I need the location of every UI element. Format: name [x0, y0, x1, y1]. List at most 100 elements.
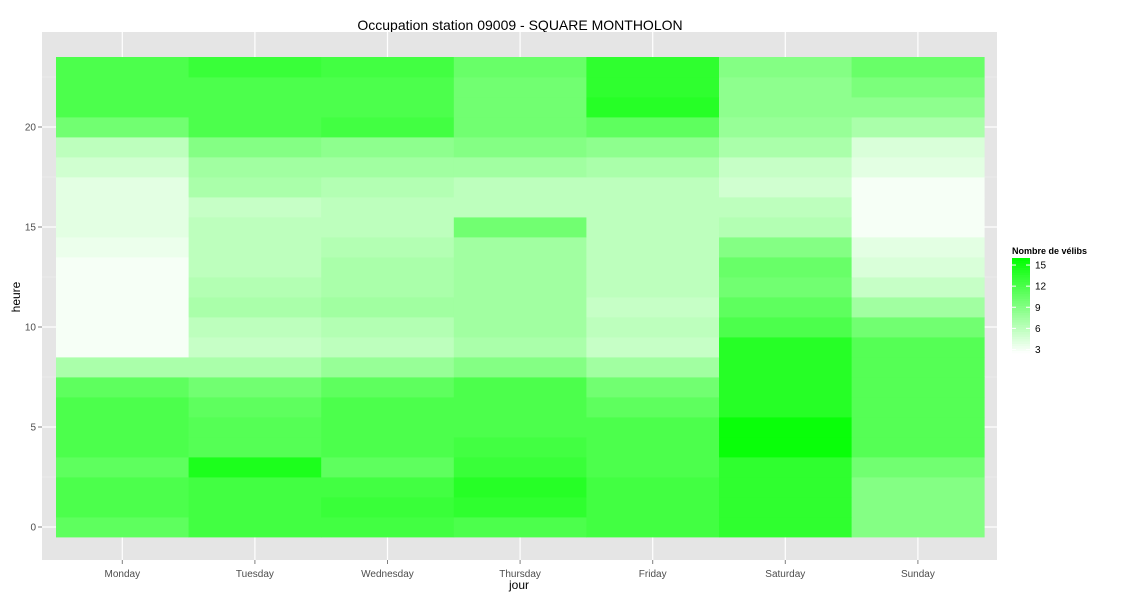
legend-color-step	[1012, 281, 1030, 285]
heatmap-tile	[453, 197, 587, 218]
heatmap-tile	[56, 57, 189, 78]
heatmap-tile	[851, 457, 985, 478]
heatmap-tile	[56, 357, 189, 378]
heatmap-tile	[719, 197, 852, 218]
heatmap-tile	[719, 257, 852, 278]
heatmap-tile	[453, 397, 587, 418]
legend-color-step	[1012, 260, 1030, 264]
heatmap-tile	[188, 177, 322, 198]
heatmap-tile	[321, 357, 455, 378]
heatmap-tile	[586, 377, 720, 398]
heatmap-tile	[56, 137, 189, 158]
heatmap-tile	[188, 517, 322, 538]
heatmap-tile	[586, 337, 720, 358]
legend-color-step	[1012, 269, 1030, 273]
heatmap-tile	[453, 237, 587, 258]
heatmap-tile	[56, 417, 189, 438]
heatmap-tile	[586, 157, 720, 178]
heatmap-tile	[586, 57, 720, 78]
heatmap-tile	[321, 477, 455, 498]
legend-color-step	[1012, 277, 1030, 280]
heatmap-tile	[851, 217, 985, 238]
legend-color-step	[1012, 317, 1030, 321]
heatmap-tile	[453, 117, 587, 138]
heatmap-tile	[719, 57, 852, 78]
heatmap-tile	[321, 337, 455, 358]
heatmap-tile	[188, 497, 322, 518]
x-tick-label: Monday	[105, 569, 141, 580]
heatmap-tile	[851, 497, 985, 518]
heatmap-tile	[719, 77, 852, 98]
x-tick-label: Wednesday	[361, 569, 414, 580]
heatmap-tiles	[56, 57, 985, 538]
y-tick-label: 20	[25, 123, 37, 134]
heatmap-tile	[851, 357, 985, 378]
heatmap-tile	[321, 517, 455, 538]
heatmap-tile	[188, 77, 322, 98]
x-tick-label: Thursday	[499, 569, 541, 580]
heatmap-tile	[719, 177, 852, 198]
x-tick-label: Tuesday	[236, 569, 274, 580]
heatmap-tile	[453, 497, 587, 518]
heatmap-tile	[321, 377, 455, 398]
y-tick-label: 5	[30, 423, 36, 434]
legend-color-step	[1012, 284, 1030, 287]
heatmap-tile	[719, 157, 852, 178]
legend-color-step	[1012, 307, 1030, 311]
heatmap-tile	[719, 357, 852, 378]
heatmap-tile	[56, 237, 189, 258]
heatmap-tile	[453, 297, 587, 318]
heatmap-tile	[586, 77, 720, 98]
legend-color-step	[1012, 322, 1030, 325]
heatmap-tile	[56, 77, 189, 98]
heatmap-tile	[56, 317, 189, 338]
heatmap-tile	[453, 97, 587, 118]
heatmap-tile	[586, 137, 720, 158]
heatmap-tile	[321, 117, 455, 138]
heatmap-tile	[851, 257, 985, 278]
heatmap-tile	[586, 97, 720, 118]
heatmap-tile	[188, 137, 322, 158]
heatmap-tile	[586, 297, 720, 318]
heatmap-tile	[56, 197, 189, 218]
heatmap-tile	[851, 197, 985, 218]
heatmap-tile	[56, 97, 189, 118]
legend-color-step	[1012, 331, 1030, 335]
heatmap-tile	[56, 337, 189, 358]
heatmap-tile	[56, 277, 189, 298]
heatmap-tile	[851, 177, 985, 198]
heatmap-tile	[188, 317, 322, 338]
heatmap-tile	[719, 217, 852, 238]
heatmap-tile	[188, 477, 322, 498]
legend-color-step	[1012, 338, 1030, 342]
heatmap-tile	[321, 277, 455, 298]
y-tick-label: 10	[25, 323, 37, 334]
legend-color-step	[1012, 272, 1030, 276]
heatmap-tile	[453, 217, 587, 238]
legend-color-step	[1012, 350, 1030, 354]
heatmap-tile	[453, 357, 587, 378]
legend-color-step	[1012, 291, 1030, 295]
heatmap-tile	[321, 257, 455, 278]
heatmap-tile	[851, 277, 985, 298]
heatmap-tile	[719, 437, 852, 458]
legend-color-step	[1012, 300, 1030, 304]
legend-color-step	[1012, 310, 1030, 314]
heatmap-tile	[321, 237, 455, 258]
heatmap-tile	[188, 237, 322, 258]
heatmap-tile	[586, 237, 720, 258]
heatmap-tile	[188, 417, 322, 438]
heatmap-tile	[586, 457, 720, 478]
legend-tick-label: 6	[1035, 324, 1041, 335]
heatmap-tile	[321, 197, 455, 218]
heatmap-tile	[321, 297, 455, 318]
y-axis-title: heure	[9, 281, 23, 312]
heatmap-tile	[851, 417, 985, 438]
heatmap-tile	[188, 277, 322, 298]
x-tick-label: Sunday	[901, 569, 935, 580]
heatmap-tile	[188, 257, 322, 278]
heatmap-tile	[188, 97, 322, 118]
heatmap-tile	[453, 477, 587, 498]
heatmap-tile	[188, 217, 322, 238]
x-axis: Monday Tuesday Wednesday Thursday Friday Satu…	[105, 560, 935, 580]
